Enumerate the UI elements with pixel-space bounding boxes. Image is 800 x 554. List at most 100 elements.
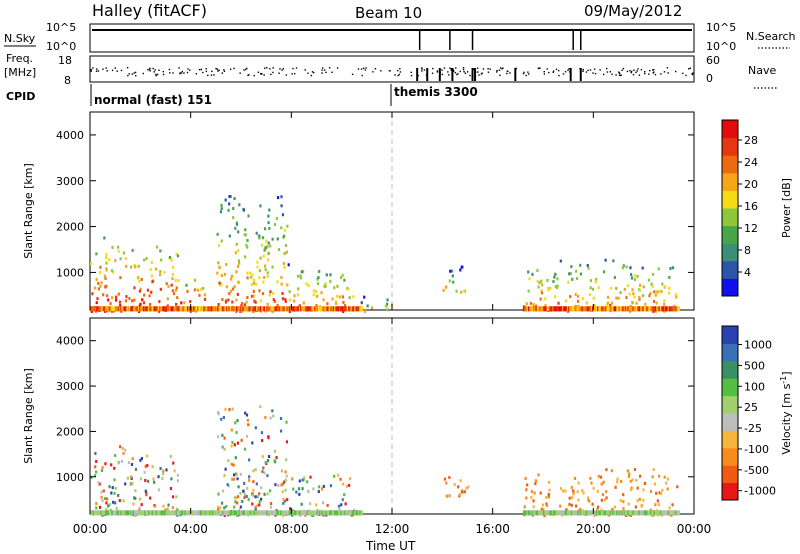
echo-cell <box>162 504 165 508</box>
near-range-cell <box>670 306 673 312</box>
echo-cell <box>97 287 101 291</box>
near-range-cell <box>267 306 270 312</box>
near-range-cell <box>100 510 103 516</box>
echo-cell <box>101 499 104 503</box>
freq-sample-dot <box>622 67 625 70</box>
near-range-cell <box>296 510 299 516</box>
echo-cell <box>540 507 544 511</box>
freq-sample-dot <box>637 68 639 70</box>
cpid-segment-themis: themis 3300 <box>394 85 478 99</box>
echo-cell <box>256 495 259 499</box>
echo-cell <box>285 474 288 478</box>
near-range-cell <box>233 306 236 312</box>
near-range-cell <box>277 510 280 516</box>
near-range-cell <box>183 306 186 312</box>
near-range-cell <box>247 510 250 516</box>
echo-cell <box>272 291 275 295</box>
near-range-cell <box>347 510 351 516</box>
near-range-cell <box>352 510 356 516</box>
echo-cell <box>232 207 235 211</box>
echo-cell <box>277 484 280 488</box>
echo-cell <box>105 497 109 501</box>
near-range-cell <box>322 306 326 312</box>
near-range-cell <box>268 510 272 516</box>
near-range-cell <box>579 510 582 516</box>
near-range-cell <box>618 510 621 516</box>
near-range-cell <box>677 306 681 312</box>
echo-cell <box>246 486 249 490</box>
echo-cell <box>132 502 135 506</box>
near-range-cell <box>563 306 566 312</box>
echo-cell <box>457 485 460 489</box>
near-range-cell <box>286 510 289 516</box>
near-range-cell <box>278 306 282 312</box>
nsearch-spikes <box>418 30 582 50</box>
freq-sample-dot <box>636 70 638 72</box>
freq-sample-dot <box>421 68 423 70</box>
freq-tick-bottom: 8 <box>64 74 71 87</box>
near-range-cell <box>656 306 659 312</box>
echo-cell <box>100 281 103 285</box>
echo-cell <box>629 488 633 492</box>
near-range-cell <box>610 510 614 516</box>
near-range-cell <box>614 510 618 516</box>
near-range-cell <box>198 510 201 516</box>
echo-cell <box>233 285 236 289</box>
near-range-cell <box>264 306 268 312</box>
freq-sample-dot <box>421 67 423 69</box>
near-range-cell <box>103 306 107 312</box>
near-range-cell <box>184 306 187 312</box>
echo-cell <box>138 279 141 283</box>
echo-cell <box>629 266 632 270</box>
near-range-cell <box>186 306 190 312</box>
near-range-cell <box>563 510 566 516</box>
echo-cell <box>93 286 97 290</box>
near-range-cell <box>145 306 148 312</box>
freq-sample-dot <box>685 74 687 77</box>
freq-sample-dot <box>615 74 617 76</box>
near-range-cell <box>303 510 307 516</box>
nave-tick-bottom: 0 <box>706 72 713 85</box>
echo-cell <box>169 487 173 491</box>
near-range-cell <box>261 306 264 312</box>
freq-sample-dot <box>116 70 118 72</box>
near-range-cell <box>249 510 253 516</box>
near-range-cell <box>271 510 274 516</box>
echo-cell <box>143 258 146 262</box>
echo-cell <box>258 234 261 238</box>
near-range-cell <box>310 306 313 312</box>
near-range-cell <box>541 306 545 312</box>
freq-sample-dot <box>398 73 401 76</box>
near-range-cell <box>649 306 653 312</box>
near-range-cell <box>207 510 210 516</box>
echo-cell <box>334 301 338 305</box>
echo-cell <box>333 474 336 478</box>
echo-cell <box>299 276 302 280</box>
near-range-cell <box>597 510 600 516</box>
echo-cell <box>247 498 250 502</box>
near-range-cell <box>188 306 191 312</box>
echo-cell <box>144 489 147 493</box>
near-range-cell <box>208 306 211 312</box>
echo-cell <box>104 256 108 260</box>
near-range-cell <box>190 510 194 516</box>
near-range-cell <box>140 510 143 516</box>
echo-cell <box>236 495 240 499</box>
echo-cell <box>223 513 226 517</box>
near-range-cell <box>223 306 226 312</box>
echo-cell <box>242 489 245 493</box>
near-range-cell <box>531 306 535 312</box>
echo-cell <box>138 304 141 308</box>
echo-cell <box>527 270 530 274</box>
echo-cell <box>238 203 241 207</box>
echo-cell <box>656 499 659 503</box>
near-range-cell <box>266 510 269 516</box>
echo-cell <box>228 408 231 412</box>
echo-cell <box>547 288 550 292</box>
echo-cell <box>266 258 269 262</box>
near-range-cell <box>136 306 139 312</box>
echo-cell <box>280 275 283 279</box>
y-tick-label: 1000 <box>56 266 84 279</box>
echo-cell <box>549 286 552 290</box>
echo-cell <box>621 266 624 270</box>
